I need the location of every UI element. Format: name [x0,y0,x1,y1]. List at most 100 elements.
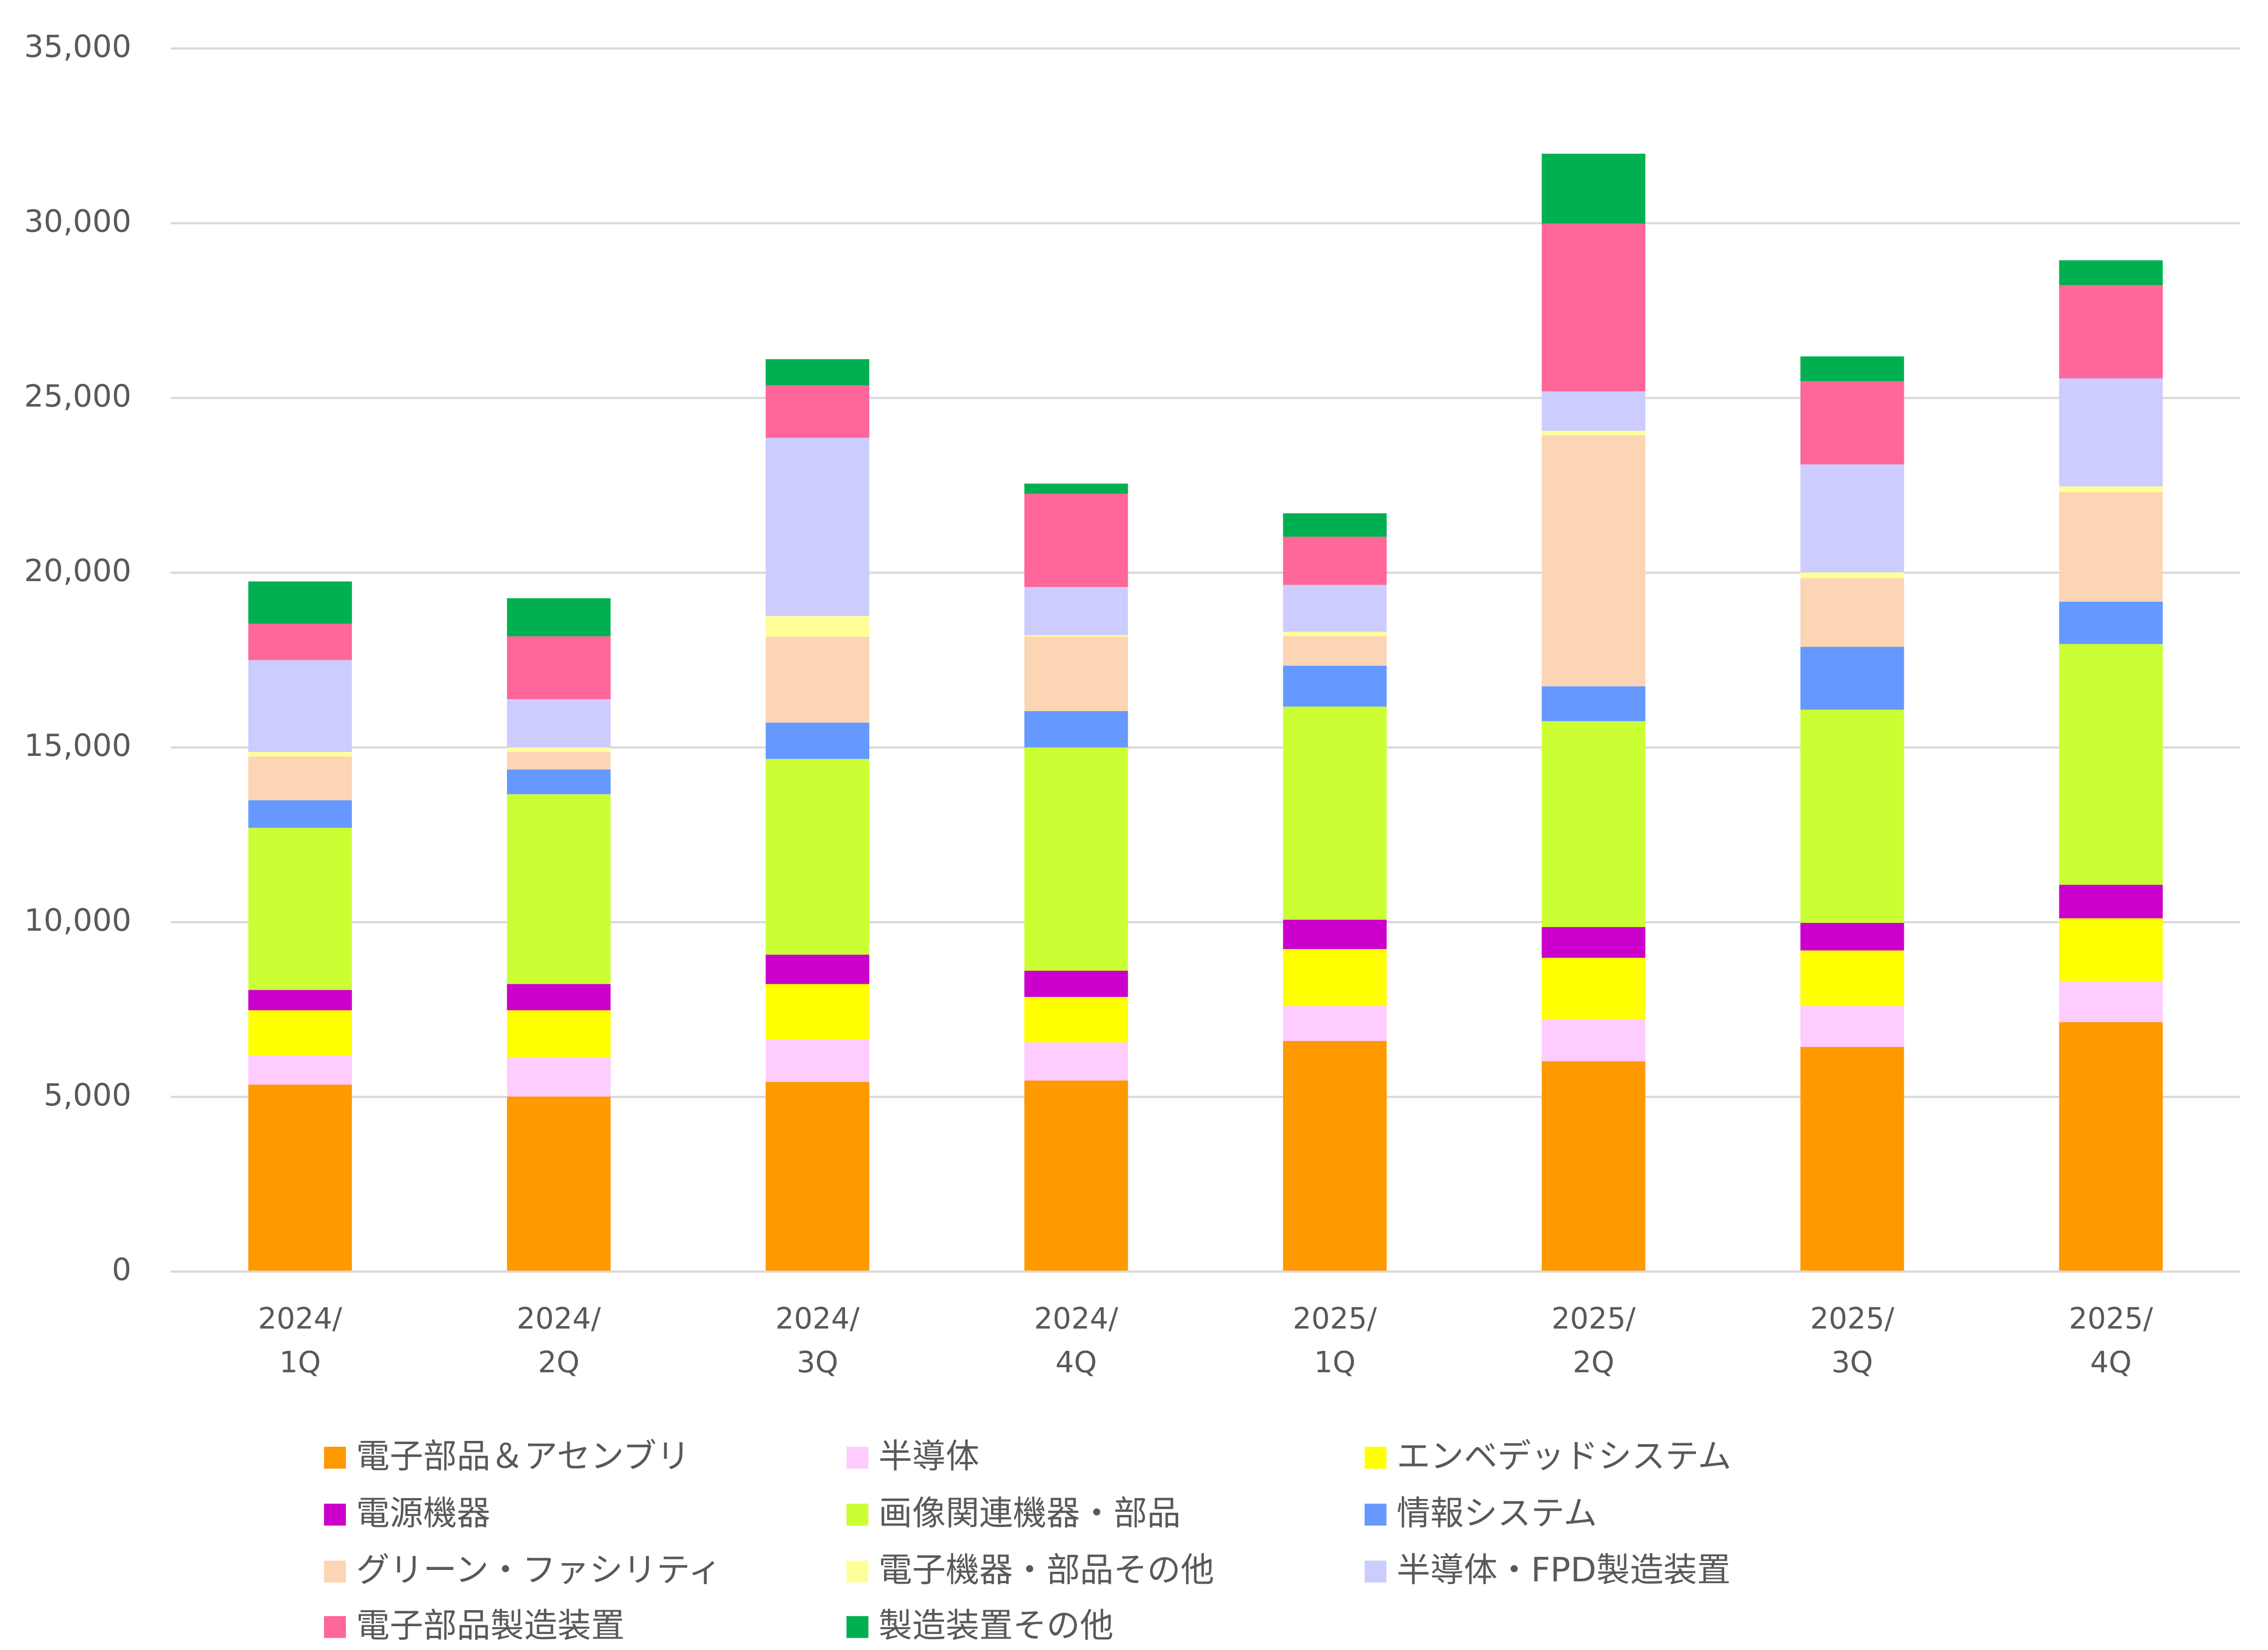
bar-segment [1283,949,1387,1006]
bar-segment [248,752,352,757]
bar-segment [507,794,611,984]
bar-segment [1800,578,1904,647]
bar-segment [507,636,611,700]
bar-segment [507,984,611,1010]
x-tick-label: 2024/ 4Q [1034,1300,1119,1380]
bar-segment [1024,1042,1128,1081]
x-tick-label-box: 2025/ 2Q [1551,1300,1636,1380]
legend-label: グリーン・ファシリティ [356,1551,722,1590]
x-tick-label-box: 2024/ 1Q [258,1300,342,1380]
bar-segment [1800,381,1904,464]
x-tick-label: 2025/ 1Q [1293,1300,1377,1380]
bar-segment [1800,464,1904,572]
legend-label: 情報システム [1397,1494,1597,1533]
bar-segment [1024,483,1128,494]
legend-label: 画像関連機器・部品 [878,1494,1180,1533]
y-tick-label: 25,000 [24,378,131,414]
bar-segment [765,359,869,386]
bar-segment [248,1010,352,1056]
bar-segment [765,636,869,723]
x-tick-label: 2024/ 1Q [258,1300,342,1380]
legend-swatch [846,1504,868,1526]
x-tick-label-box: 2024/ 2Q [517,1300,601,1380]
y-tick-label: 10,000 [24,902,131,938]
bar-segment [1541,1019,1646,1062]
bar-segment [248,990,352,1010]
x-tick-label-box: 2025/ 3Q [1810,1301,1894,1380]
x-tick-label-box: 2025/ 1Q [1293,1300,1377,1380]
y-tick-label: 20,000 [24,553,131,588]
x-tick-label: 2024/ 2Q [517,1300,601,1380]
bar-segment [1283,1041,1387,1272]
bar-segment [2059,492,2163,602]
x-tick-label-box: 2024/ 3Q [775,1300,860,1380]
bar-segment [1024,997,1128,1043]
bar-segment [1283,665,1387,707]
bar-segment [507,699,611,748]
bar-segment [765,437,869,616]
bar-segment [1541,958,1646,1019]
bar-segment [248,660,352,752]
bar-segment [1541,435,1646,686]
bar-segment [507,1057,611,1097]
legend-swatch [324,1504,346,1526]
bar-segment [765,616,869,637]
bar-segment [1024,494,1128,587]
bar-segment [2059,1022,2163,1272]
bar-segment [507,769,611,794]
y-tick-label: 15,000 [24,728,131,763]
bar-segment [765,984,869,1040]
y-tick-label: 5,000 [43,1077,131,1113]
bar-segment [2059,486,2163,492]
bar-segment [1800,950,1904,1006]
x-tick-label: 2025/ 4Q [2069,1300,2153,1380]
bar-segment [1024,635,1128,637]
bar-segment [248,1084,352,1272]
bar-segment [1800,572,1904,578]
y-tick-label: 0 [112,1252,131,1288]
bar-segment [1800,356,1904,382]
bar-segment [1283,513,1387,537]
bar-segment [1541,1061,1646,1272]
bar-segment [2059,260,2163,286]
bar-segment [248,800,352,828]
bar-segment [765,954,869,984]
bar-segment [1283,631,1387,636]
bar-segment [1541,927,1646,958]
legend-label: 電源機器 [356,1494,490,1533]
bar-segment [2059,602,2163,644]
legend-swatch [324,1616,346,1638]
bar-segment [1024,747,1128,971]
bar-segment [2059,378,2163,486]
bar-segment [1541,721,1646,927]
legend-swatch [324,1446,346,1469]
bar-segment [1541,391,1646,431]
bar-segment [248,828,352,990]
legend-label: 半導体・FPD製造装置 [1397,1551,1731,1590]
bar-segment [507,1096,611,1272]
bar-segment [1541,431,1646,436]
legend-label: 電子部品製造装置 [356,1606,625,1645]
bar-segment [1800,922,1904,951]
bar-segment [1800,1047,1904,1272]
bar-segment [1541,153,1646,224]
bar-segment [2059,918,2163,981]
legend-swatch [846,1446,868,1469]
bar-segment [1541,686,1646,722]
legend-swatch [1364,1504,1387,1526]
bar-segment [1283,920,1387,949]
bar-segment [1283,706,1387,920]
bar-segment [507,598,611,636]
legend-label: 半導体 [878,1437,979,1476]
legend-swatch [324,1560,346,1583]
bar-segment [2059,285,2163,378]
x-tick-label: 2025/ 2Q [1551,1300,1636,1380]
bar-segment [1800,709,1904,923]
legend-swatch [1364,1446,1387,1469]
bar-segment [248,581,352,624]
bar-segment [1283,1006,1387,1041]
bar-segment [765,1039,869,1082]
bar-segment [507,752,611,770]
x-tick-label: 2024/ 3Q [775,1300,860,1380]
